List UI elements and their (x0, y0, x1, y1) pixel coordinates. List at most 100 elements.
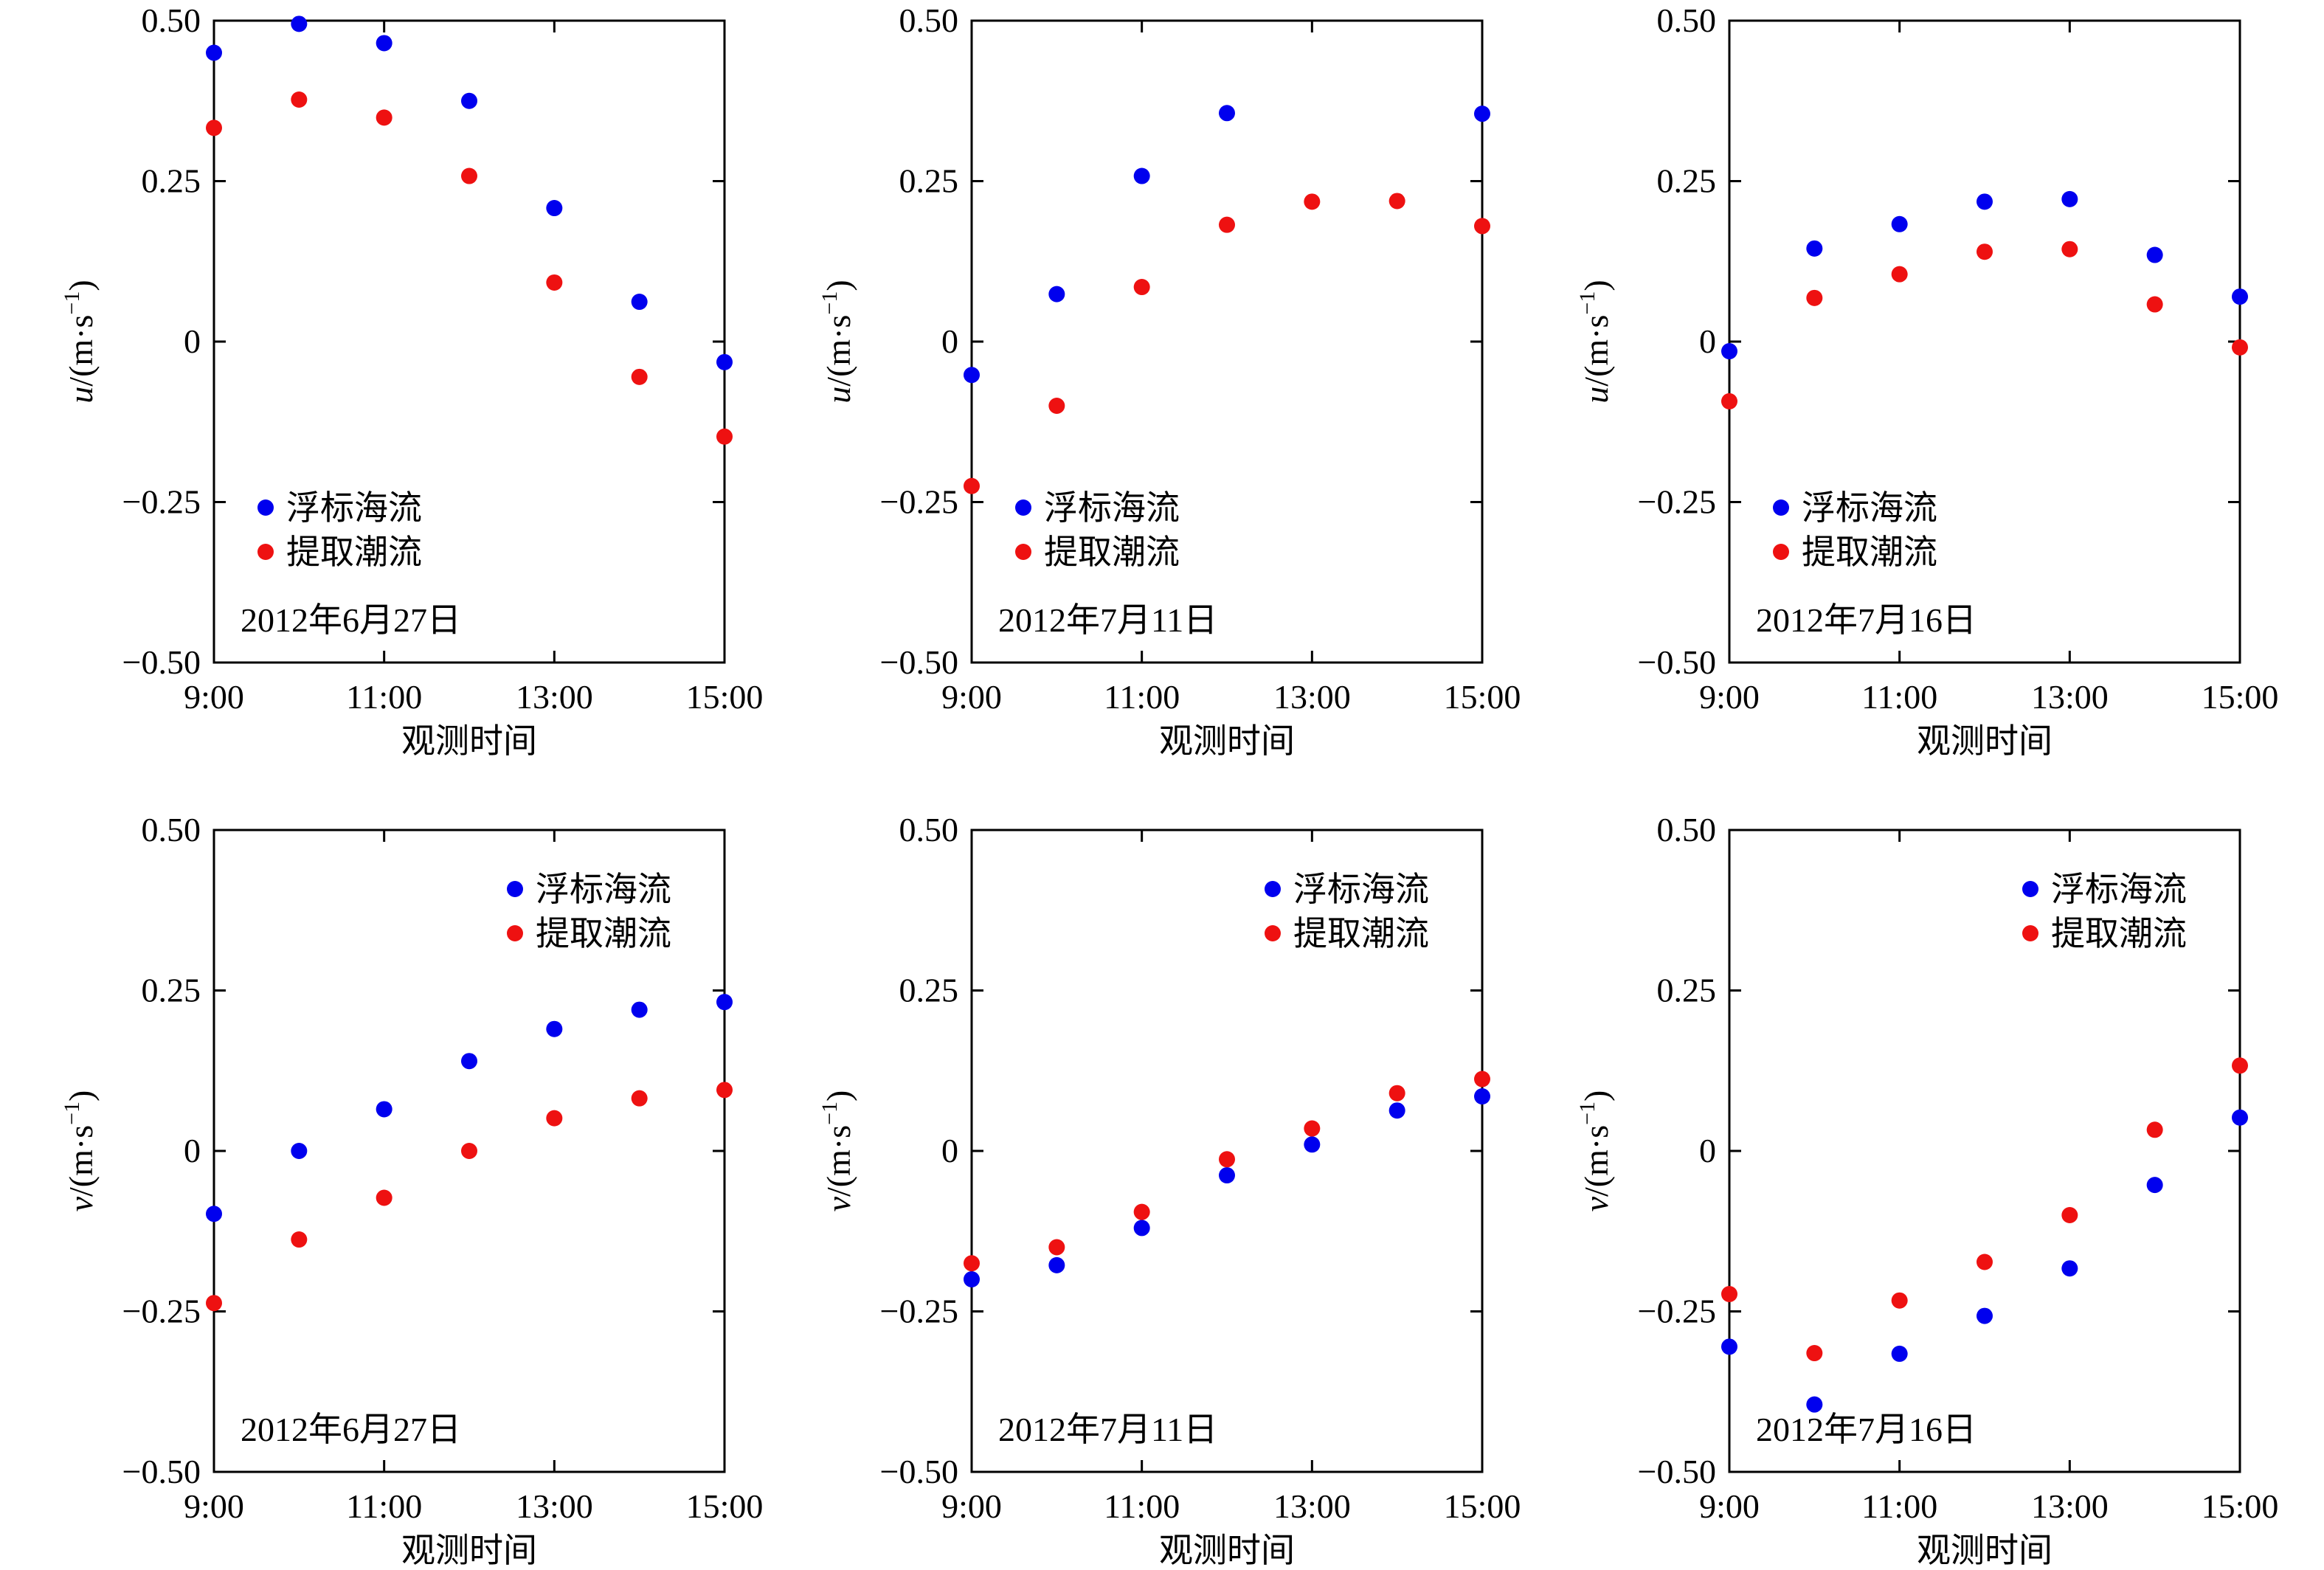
date-annotation: 2012年7月16日 (1756, 1411, 1977, 1448)
data-point-tide (964, 1255, 980, 1272)
data-point-tide (631, 368, 648, 385)
data-point-buoy (461, 92, 477, 109)
date-annotation: 2012年7月11日 (998, 601, 1217, 639)
y-axis-label: u/(m·s−1) (60, 280, 100, 403)
legend-marker-tide (2022, 925, 2038, 941)
data-point-tide (716, 1082, 733, 1099)
x-tick-label: 9:00 (941, 1487, 1002, 1525)
data-point-buoy (1474, 106, 1490, 122)
data-point-buoy (2232, 1109, 2248, 1126)
x-axis-label: 观测时间 (401, 1532, 537, 1569)
data-point-buoy (376, 1101, 392, 1118)
data-point-tide (1388, 193, 1405, 210)
x-tick-label: 13:00 (1273, 1487, 1351, 1525)
x-tick-label: 11:00 (346, 678, 422, 716)
data-point-tide (2146, 296, 2163, 313)
data-point-buoy (1806, 1396, 1823, 1413)
y-tick-label: 0.50 (142, 1, 201, 39)
data-point-buoy (1048, 1256, 1065, 1273)
legend-label-tide: 提取潮流 (2051, 915, 2187, 952)
data-point-tide (376, 109, 392, 126)
x-tick-label: 11:00 (1861, 678, 1937, 716)
date-annotation: 2012年7月11日 (998, 1411, 1217, 1448)
y-tick-label: −0.50 (880, 1453, 958, 1490)
y-axis-label: u/(m·s−1) (817, 280, 857, 403)
y-tick-label: −0.50 (122, 643, 201, 681)
data-point-tide (1977, 243, 1993, 260)
legend-marker-buoy (507, 881, 523, 897)
x-tick-label: 11:00 (1104, 678, 1180, 716)
y-tick-label: 0.25 (899, 972, 959, 1009)
y-tick-label: 0 (941, 322, 958, 360)
data-point-buoy (1133, 167, 1150, 184)
data-point-buoy (461, 1053, 477, 1070)
data-point-tide (1721, 392, 1737, 409)
y-tick-label: −0.25 (122, 1293, 201, 1330)
chart-panel-d: −0.50 −0.25 0 0.25 0.50 9:00 11:00 13:00 15:00 观测… (60, 811, 763, 1569)
legend-marker-buoy (1015, 499, 1031, 516)
data-point-tide (1891, 266, 1908, 283)
data-point-tide (2146, 1121, 2163, 1138)
x-tick-label: 11:00 (346, 1487, 422, 1525)
data-point-buoy (1721, 343, 1737, 360)
x-tick-label: 13:00 (1273, 678, 1351, 716)
y-tick-label: 0.25 (1657, 162, 1717, 200)
y-tick-label: −0.50 (1638, 1453, 1716, 1490)
data-point-buoy (1133, 1220, 1150, 1237)
y-tick-label: 0 (184, 1132, 201, 1169)
y-axis-label: v/(m·s−1) (60, 1090, 100, 1212)
data-point-buoy (206, 44, 222, 61)
data-point-tide (2061, 241, 2078, 257)
data-point-tide (1977, 1253, 1993, 1270)
data-point-tide (1304, 1120, 1321, 1137)
x-tick-label: 11:00 (1861, 1487, 1937, 1525)
y-axis-label: v/(m·s−1) (817, 1090, 857, 1212)
data-point-tide (964, 477, 980, 494)
y-tick-label: 0.25 (899, 162, 959, 200)
data-point-tide (291, 91, 308, 108)
y-tick-label: −0.50 (1638, 643, 1716, 681)
data-point-tide (461, 1143, 477, 1159)
y-tick-label: 0 (184, 322, 201, 360)
data-point-buoy (1048, 286, 1065, 302)
legend-marker-tide (507, 925, 523, 941)
x-tick-label: 13:00 (516, 678, 593, 716)
data-point-buoy (546, 1020, 563, 1037)
x-axis-label: 观测时间 (1159, 1532, 1295, 1569)
x-tick-label: 15:00 (2202, 1487, 2279, 1525)
y-tick-label: −0.25 (122, 483, 201, 521)
chart-panel-f: −0.50 −0.25 0 0.25 0.50 9:00 11:00 13:00 15:00 观测… (1575, 811, 2278, 1569)
x-axis-label: 观测时间 (401, 722, 537, 760)
y-tick-label: 0.50 (899, 811, 959, 848)
data-point-tide (461, 167, 477, 184)
x-tick-label: 11:00 (1104, 1487, 1180, 1525)
x-tick-label: 9:00 (1699, 1487, 1760, 1525)
x-tick-label: 13:00 (2031, 1487, 2109, 1525)
y-tick-label: −0.25 (1638, 483, 1716, 521)
x-tick-label: 15:00 (1444, 1487, 1521, 1525)
data-point-tide (631, 1090, 648, 1107)
x-axis-label: 观测时间 (1159, 722, 1295, 760)
data-point-buoy (546, 200, 563, 217)
date-annotation: 2012年6月27日 (241, 1411, 461, 1448)
y-axis-label: v/(m·s−1) (1575, 1090, 1615, 1212)
data-point-tide (1474, 1071, 1490, 1087)
y-tick-label: 0 (1699, 1132, 1716, 1169)
chart-panel-c: −0.50 −0.25 0 0.25 0.50 9:00 11:00 13:00 15:00 观测… (1575, 1, 2278, 760)
data-point-buoy (1806, 240, 1823, 257)
y-tick-label: −0.50 (880, 643, 958, 681)
y-tick-label: 0 (1699, 322, 1716, 360)
data-point-tide (206, 120, 222, 136)
y-tick-label: 0.50 (142, 811, 201, 848)
legend-marker-buoy (2022, 881, 2038, 897)
data-point-tide (1048, 398, 1065, 414)
legend-marker-tide (1773, 544, 1789, 560)
data-point-buoy (1388, 1102, 1405, 1119)
data-point-tide (1806, 289, 1823, 306)
legend-label-buoy: 浮标海流 (1802, 489, 1937, 527)
data-point-buoy (716, 353, 733, 370)
data-point-tide (1388, 1085, 1405, 1102)
x-tick-label: 13:00 (2031, 678, 2109, 716)
date-annotation: 2012年6月27日 (241, 601, 461, 639)
